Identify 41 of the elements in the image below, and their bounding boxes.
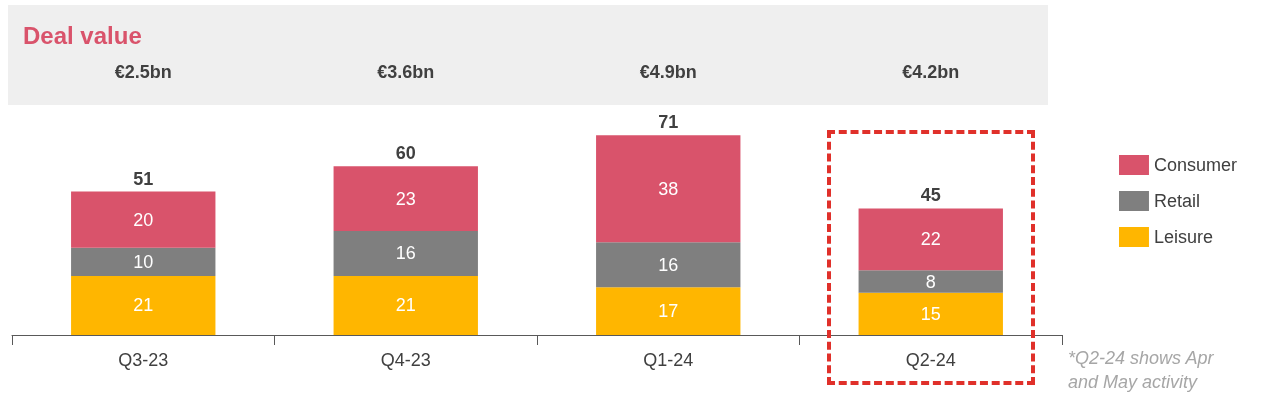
x-tick-label: Q2-24 xyxy=(905,350,956,370)
bar xyxy=(858,208,1003,271)
x-tick-label: Q4-23 xyxy=(380,350,431,370)
bar xyxy=(596,287,741,335)
legend-label: Leisure xyxy=(1153,227,1214,247)
legend-label: Retail xyxy=(1153,191,1200,211)
bar xyxy=(71,191,216,248)
total-label: 45 xyxy=(920,185,941,206)
data-label: 16 xyxy=(658,254,679,275)
data-label: 20 xyxy=(133,209,154,230)
data-label: 15 xyxy=(920,303,941,324)
bar xyxy=(596,135,741,243)
bar xyxy=(596,242,741,288)
text: €3.6bn xyxy=(377,62,435,83)
total-label: 71 xyxy=(658,112,679,133)
data-label: 10 xyxy=(133,251,154,272)
text: €4.2bn xyxy=(902,62,960,83)
data-label: 16 xyxy=(395,243,416,264)
data-label: 21 xyxy=(133,295,154,316)
chart-title: Deal value xyxy=(23,22,142,50)
data-label: 17 xyxy=(658,301,679,322)
bar xyxy=(71,275,216,335)
text: €2.5bn xyxy=(114,62,172,83)
bar xyxy=(71,247,216,276)
text: *Q2-24 shows Apr and May activity xyxy=(1068,347,1215,394)
data-label: 8 xyxy=(925,271,936,292)
data-label: 22 xyxy=(920,229,941,250)
x-tick-label: Q1-24 xyxy=(643,350,694,370)
legend-label: Consumer xyxy=(1153,155,1238,175)
bar xyxy=(333,230,478,276)
total-label: 51 xyxy=(133,168,154,189)
bar xyxy=(333,275,478,335)
bar xyxy=(333,166,478,231)
bar xyxy=(858,270,1003,293)
data-label: 21 xyxy=(395,295,416,316)
data-label: 23 xyxy=(395,188,416,209)
bar xyxy=(858,292,1003,335)
total-label: 60 xyxy=(395,143,416,164)
data-label: 38 xyxy=(658,178,679,199)
x-tick-label: Q3-23 xyxy=(118,350,169,370)
text: €4.9bn xyxy=(639,62,697,83)
